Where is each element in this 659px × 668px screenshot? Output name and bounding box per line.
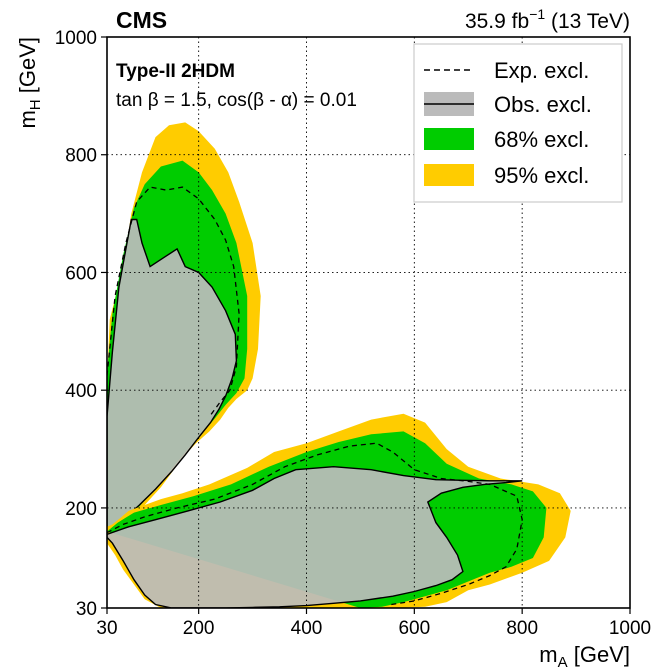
- legend-swatch-95: [424, 164, 474, 186]
- x-tick-label-200: 200: [183, 618, 215, 639]
- y-tick-label-1000: 1000: [55, 28, 97, 49]
- x-axis-label-sub: A: [558, 654, 568, 668]
- legend-item-68: 68% excl.: [424, 127, 589, 152]
- legend-label-68: 68% excl.: [494, 127, 589, 152]
- upper-observed-contour: [107, 218, 238, 531]
- legend-item-expected: Exp. excl.: [424, 58, 589, 83]
- y-tick-label-400: 400: [65, 381, 97, 402]
- model-label: Type-II 2HDM: [116, 61, 235, 82]
- y-axis-label: mH [GeV]: [15, 37, 44, 129]
- x-axis-label-unit: [GeV]: [574, 642, 630, 667]
- legend-item-95: 95% excl.: [424, 163, 589, 188]
- y-tick-label-200: 200: [65, 499, 97, 520]
- experiment-label: CMS: [116, 7, 167, 33]
- lower-observed-fill: [107, 466, 523, 608]
- y-tick-label-600: 600: [65, 263, 97, 284]
- upper-expected-contour: [107, 186, 240, 418]
- luminosity-label: 35.9 fb−1 (13 TeV): [465, 6, 630, 33]
- lower-expected-contour: [107, 442, 523, 606]
- x-tick-label-1000: 1000: [609, 618, 651, 639]
- legend-swatch-68: [424, 128, 474, 150]
- x-tick-label-600: 600: [398, 618, 430, 639]
- x-tick-label-800: 800: [506, 618, 538, 639]
- x-axis-label: mA [GeV]: [539, 642, 630, 668]
- y-axis-label-main: m: [15, 110, 40, 128]
- plot-frame: [106, 36, 631, 609]
- y-axis-label-sub: H: [27, 99, 44, 110]
- exclusion-regions: [107, 122, 571, 608]
- energy-label: (13 TeV): [551, 10, 630, 33]
- y-tick-label-30: 30: [76, 599, 97, 620]
- lower-observed-contour: [107, 465, 523, 608]
- x-tick-label-400: 400: [291, 618, 323, 639]
- params-label: tan β = 1.5, cos(β - α) = 0.01: [116, 90, 357, 111]
- y-axis-label-unit: [GeV]: [15, 37, 40, 93]
- luminosity-exponent: −1: [529, 6, 545, 22]
- legend-label-95: 95% excl.: [494, 163, 589, 188]
- x-axis-label-main: m: [539, 642, 557, 667]
- luminosity-value: 35.9 fb: [465, 10, 529, 33]
- legend-item-observed: Obs. excl.: [424, 92, 592, 117]
- x-tick-label-30: 30: [96, 618, 117, 639]
- y-tick-label-800: 800: [65, 146, 97, 167]
- upper-observed-fill: [107, 219, 237, 530]
- legend-label-observed: Obs. excl.: [494, 92, 592, 117]
- legend-label-expected: Exp. excl.: [494, 58, 589, 83]
- legend: Exp. excl. Obs. excl. 68% excl. 95% excl…: [413, 43, 623, 203]
- axis-ticks: 30 200 400 600 800 1000 30 200 400 600 800 1000: [55, 28, 651, 639]
